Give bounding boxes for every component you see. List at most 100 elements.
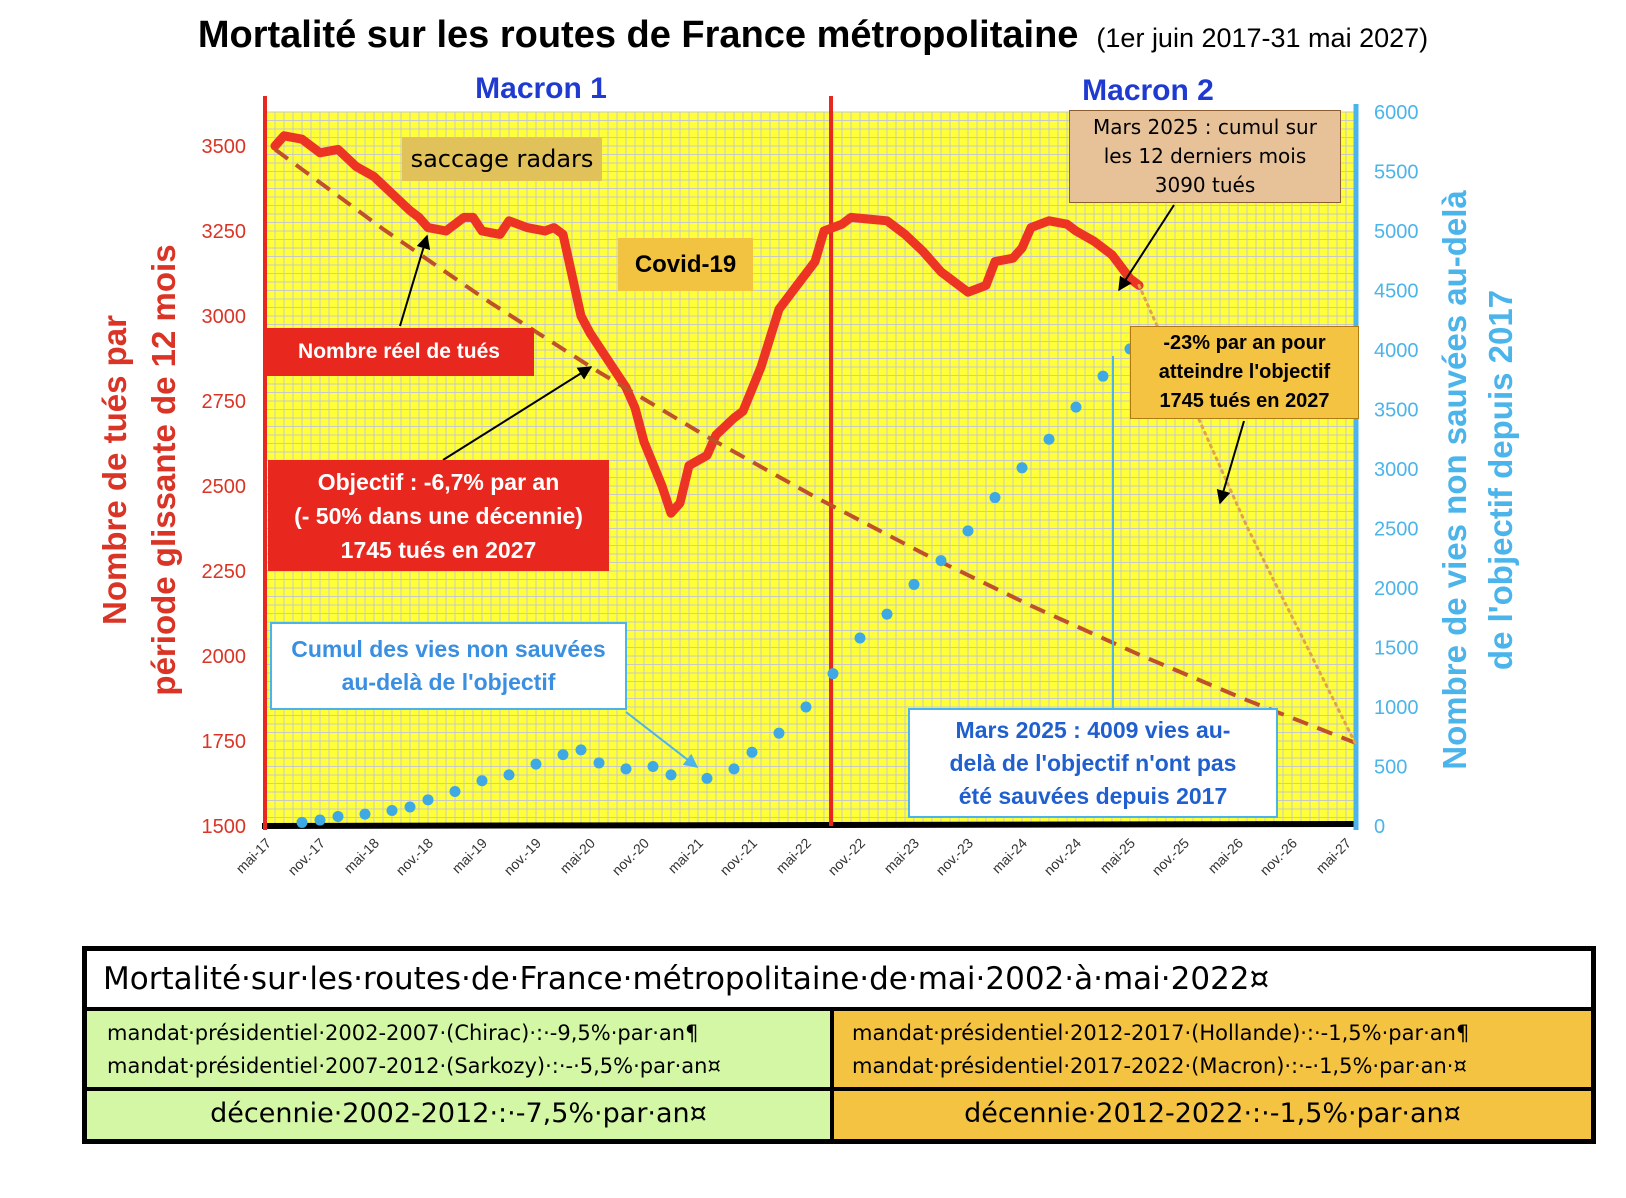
annotation-saccage-radars: saccage radars <box>402 137 602 181</box>
cumul-point <box>827 668 839 680</box>
x-axis-ticks: mai-17 nov.-17 mai-18 nov.-18 mai-19 nov.-19 m… <box>233 835 1355 879</box>
series-layer <box>270 131 1357 828</box>
annotation-mars-deaths: Mars 2025 : cumul sur les 12 derniers mo… <box>1069 110 1341 203</box>
left-axis-title-line1: Nombre de tués par <box>96 315 133 625</box>
annotation-mars-deaths-line1: Mars 2025 : cumul sur <box>1093 115 1317 139</box>
x-tick-label: mai-27 <box>1313 835 1355 877</box>
x-tick-label: mai-24 <box>989 835 1031 877</box>
table-cell-left-decade: décennie·2002-2012·:·-7,5%·par·an¤ <box>87 1091 830 1139</box>
right-tick-label: 4500 <box>1374 281 1419 303</box>
table-cell-right-mandates: mandat·présidentiel·2012-2017·(Hollande)… <box>834 1011 1591 1087</box>
x-tick-label: nov.-23 <box>933 835 977 879</box>
x-tick-label: nov.-19 <box>501 835 545 879</box>
annotation-objective-line3: 1745 tués en 2027 <box>340 536 537 563</box>
annotation-minus23-line2: atteindre l'objectif <box>1158 361 1331 383</box>
right-axis-title-line1: Nombre de vies non sauvées au-delà <box>1436 190 1473 770</box>
cumul-point <box>1043 433 1055 445</box>
table-left-line1: mandat·présidentiel·2002-2007·(Chirac)·:… <box>107 1021 699 1045</box>
cumul-point <box>989 492 1001 504</box>
annotation-real-deaths-text: Nombre réel de tués <box>298 340 500 363</box>
cumul-point <box>314 814 326 826</box>
annotation-covid: Covid-19 <box>618 238 753 291</box>
arrow-minus23 <box>1216 420 1245 505</box>
annotation-minus23-line1: -23% par an pour <box>1163 332 1326 354</box>
left-tick-label: 3250 <box>202 221 247 243</box>
x-axis-baseline <box>261 821 1357 829</box>
cumul-point <box>359 808 371 820</box>
cumul-point <box>800 701 812 713</box>
cumul-point <box>530 758 542 770</box>
table-left-line2: mandat·présidentiel·2007-2012·(Sarkozy)·… <box>107 1054 721 1078</box>
left-tick-label: 1750 <box>202 731 247 753</box>
cumul-point <box>422 794 434 806</box>
left-tick-label: 2250 <box>202 561 247 583</box>
right-tick-label: 2000 <box>1374 578 1419 600</box>
right-tick-label: 6000 <box>1374 102 1419 124</box>
x-tick-label: mai-20 <box>557 835 599 877</box>
table-header-text: Mortalité·sur·les·routes·de·France·métro… <box>103 961 1270 997</box>
right-tick-label: 1500 <box>1374 638 1419 660</box>
annotation-cumul: Cumul des vies non sauvées au-delà de l'… <box>270 622 627 710</box>
cumul-point <box>503 769 515 781</box>
annotation-objective: Objectif : -6,7% par an (- 50% dans une … <box>268 460 609 571</box>
mandate-label-macron1: Macron 1 <box>475 72 607 105</box>
x-tick-label: nov.-18 <box>393 835 437 879</box>
annotation-mars-deaths-line3: 3090 tués <box>1154 173 1256 197</box>
chart: Macron 1 Macron 2 1500 1750 2000 2250 2500 27… <box>96 72 1519 879</box>
x-tick-label: nov.-26 <box>1257 835 1301 879</box>
arrow-cumul <box>625 711 699 768</box>
x-tick-label: nov.-25 <box>1149 835 1193 879</box>
annotation-objective-line2: (- 50% dans une décennie) <box>294 502 583 529</box>
right-tick-label: 1000 <box>1374 697 1419 719</box>
x-tick-label: nov.-20 <box>609 835 653 879</box>
annotation-mars-deaths-line2: les 12 derniers mois <box>1103 144 1307 168</box>
annotation-mars-lives-line3: été sauvées depuis 2017 <box>958 782 1228 809</box>
x-tick-label: mai-25 <box>1097 835 1139 877</box>
x-tick-label: mai-18 <box>341 835 383 877</box>
cumul-point <box>908 578 920 590</box>
x-tick-label: nov.-17 <box>285 835 329 879</box>
right-tick-label: 5000 <box>1374 221 1419 243</box>
table-right-decade-text: décennie·2012-2022·:·-1,5%·par·an¤ <box>964 1098 1461 1129</box>
mandate-label-macron2: Macron 2 <box>1082 74 1214 107</box>
left-tick-label: 2500 <box>202 476 247 498</box>
arrow-objective <box>442 366 593 461</box>
real-deaths-line <box>270 131 1144 518</box>
x-tick-label: mai-21 <box>665 835 707 877</box>
right-tick-label: 500 <box>1374 757 1407 779</box>
table-right-line1: mandat·présidentiel·2012-2017·(Hollande)… <box>852 1021 1470 1045</box>
cumul-point <box>701 772 713 784</box>
chart-title-block: Mortalité sur les routes de France métro… <box>0 14 1626 57</box>
table-right-line2: mandat·présidentiel·2017-2022·(Macron)·:… <box>852 1054 1467 1078</box>
right-tick-label: 4000 <box>1374 340 1419 362</box>
cumul-point <box>1097 370 1109 382</box>
chart-title: Mortalité sur les routes de France métro… <box>197 14 1079 56</box>
cumul-point <box>935 555 947 567</box>
x-tick-label: mai-23 <box>881 835 923 877</box>
table-left-decade-text: décennie·2002-2012·:·-7,5%·par·an¤ <box>210 1098 707 1129</box>
annotation-mars-lives-line1: Mars 2025 : 4009 vies au- <box>955 716 1231 743</box>
cumul-point <box>665 769 677 781</box>
cumul-point <box>881 608 893 620</box>
left-axis-title-line2: période glissante de 12 mois <box>145 244 182 695</box>
left-tick-label: 1500 <box>202 816 247 838</box>
x-tick-label: nov.-21 <box>717 835 761 879</box>
annotation-arrows <box>399 204 1245 768</box>
cumul-point <box>332 810 344 822</box>
annotation-mars-lives: Mars 2025 : 4009 vies au- delà de l'obje… <box>908 708 1278 818</box>
left-tick-label: 3500 <box>202 136 247 158</box>
right-tick-label: 3500 <box>1374 400 1419 422</box>
annotation-minus23-line3: 1745 tués en 2027 <box>1159 390 1330 412</box>
x-tick-label: nov.-24 <box>1041 835 1085 879</box>
cumul-point <box>404 801 416 813</box>
left-tick-label: 3000 <box>202 306 247 328</box>
left-tick-label: 2000 <box>202 646 247 668</box>
cumul-point <box>854 632 866 644</box>
cumul-point <box>647 761 659 772</box>
annotation-saccage-text: saccage radars <box>410 145 594 173</box>
cumul-point <box>386 805 398 817</box>
table-cell-left-mandates: mandat·présidentiel·2002-2007·(Chirac)·:… <box>87 1011 830 1087</box>
right-tick-label: 0 <box>1374 816 1385 838</box>
right-tick-label: 5500 <box>1374 162 1419 184</box>
table-cell-right-decade: décennie·2012-2022·:·-1,5%·par·an¤ <box>834 1091 1591 1139</box>
